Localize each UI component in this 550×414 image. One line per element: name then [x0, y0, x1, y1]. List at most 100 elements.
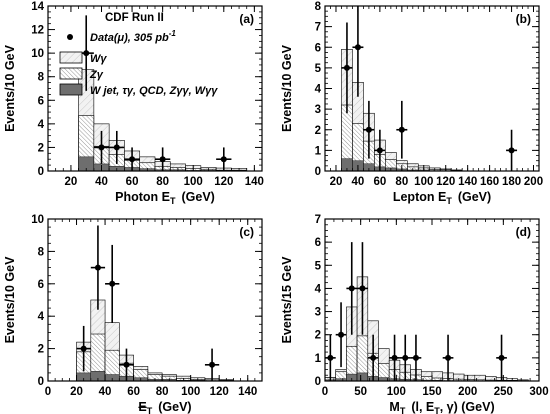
data-point — [359, 285, 366, 292]
y-tick-label: 10 — [31, 48, 44, 60]
x-tick-label: 40 — [352, 176, 365, 188]
y-tick-label: 7 — [315, 22, 321, 34]
y-tick-label: 6 — [38, 279, 44, 291]
panel-tag: (d) — [516, 225, 531, 239]
x-tick-label: 120 — [210, 386, 229, 398]
x-tick-label: 0 — [322, 386, 328, 398]
y-tick-label: 5 — [315, 260, 322, 272]
x-tick-label: 100 — [387, 386, 406, 398]
x-axis-label-main: Photon E — [115, 190, 170, 204]
data-point — [376, 147, 383, 154]
x-axis-label-unit: (l, E — [411, 400, 434, 414]
y-tick-label: 2 — [38, 142, 44, 154]
data-point — [402, 354, 409, 361]
legend-label-zg: Zγ — [89, 69, 104, 81]
y-tick-label: 3 — [315, 307, 321, 319]
y-tick-label: 0 — [38, 166, 44, 178]
data-point — [327, 354, 334, 361]
y-tick-label: 8 — [315, 1, 322, 13]
y-axis-label: Events/10 GeV — [3, 256, 17, 344]
legend-wgamma-swatch — [59, 51, 83, 64]
x-tick-label: 20 — [70, 386, 83, 398]
legend-data-marker — [67, 34, 73, 40]
y-tick-label: 7 — [315, 214, 321, 226]
data-point — [129, 156, 136, 163]
x-axis-label-main: M — [389, 400, 399, 414]
data-point — [109, 280, 116, 287]
data-point — [508, 147, 515, 154]
y-tick-label: 6 — [315, 237, 321, 249]
x-tick-label: 100 — [414, 176, 433, 188]
data-point — [98, 144, 105, 151]
legend: CDF Run II Data(μ), 305 pb-1 Wγ Zγ W jet, τγ… — [59, 12, 218, 97]
data-point — [498, 354, 505, 361]
x-tick-label: 20 — [65, 176, 78, 188]
x-tick-label: 200 — [524, 176, 543, 188]
y-tick-label: 6 — [315, 42, 321, 54]
y-axis-label: Events/10 GeV — [280, 44, 294, 132]
x-tick-label: 160 — [480, 176, 499, 188]
experiment-label: CDF Run II — [105, 12, 164, 24]
data-point — [80, 345, 87, 352]
legend-label-wg: Wγ — [90, 53, 107, 65]
x-tick-label: 100 — [181, 386, 200, 398]
legend-label-bkg: W jet, τγ, QCD, Zγγ, Wγγ — [90, 85, 218, 97]
panel-tag: (b) — [516, 12, 531, 26]
x-axis-label: Photon ET (GeV) — [115, 190, 215, 206]
x-tick-label: 50 — [354, 386, 367, 398]
data-point — [113, 144, 120, 151]
x-axis-label-unit-tail: , γ) (GeV) — [440, 400, 495, 414]
x-tick-label: 200 — [458, 386, 477, 398]
y-tick-label: 12 — [31, 25, 44, 37]
y-tick-label: 8 — [38, 72, 45, 84]
legend-zgamma-swatch — [59, 67, 83, 80]
y-tick-label: 6 — [38, 95, 44, 107]
y-tick-label: 1 — [315, 353, 322, 365]
legend-data-superscript: -1 — [169, 29, 177, 38]
x-tick-label: 250 — [494, 386, 513, 398]
data-point — [370, 354, 377, 361]
panel-tag: (a) — [239, 12, 254, 26]
data-point — [348, 285, 355, 292]
background-bar — [356, 372, 369, 382]
x-tick-label: 80 — [156, 176, 169, 188]
x-tick-label: 40 — [99, 386, 112, 398]
y-tick-label: 0 — [315, 166, 321, 178]
data-point — [209, 361, 216, 368]
data-point — [94, 264, 101, 271]
x-tick-label: 40 — [95, 176, 108, 188]
data-point — [159, 156, 166, 163]
data-point — [220, 156, 227, 163]
x-tick-label: 120 — [214, 176, 233, 188]
x-axis-label: MT (l, ET, γ) (GeV) — [389, 400, 494, 414]
panel-c: 0 20 40 60 80 100 120 140 0 2 4 6 8 10 (c) Events/10 Ge… — [3, 214, 263, 414]
x-tick-label: 0 — [45, 386, 51, 398]
x-axis-label-main: E — [138, 400, 146, 414]
y-tick-label: 5 — [315, 63, 322, 75]
x-tick-label: 140 — [245, 176, 264, 188]
y-tick-label: 0 — [315, 376, 321, 388]
data-point — [398, 126, 405, 133]
legend-data-label: Data(μ), 305 pb-1 — [90, 29, 176, 44]
panel-b: 20 40 60 80 100 120 140 160 180 200 0 1 2 3 4 5 6 7 8 (b) Ev… — [280, 1, 543, 206]
legend-background-swatch — [59, 83, 83, 96]
data-point — [445, 354, 452, 361]
x-tick-label: 60 — [126, 176, 139, 188]
x-tick-label: 180 — [502, 176, 521, 188]
panels-layer: 20 40 60 80 100 120 14002468101214(a)Events/10… — [3, 1, 549, 414]
legend-data-text: Data(μ), 305 pb — [90, 32, 169, 44]
y-tick-label: 0 — [38, 376, 44, 388]
x-tick-label: 60 — [373, 176, 386, 188]
x-axis-label-unit: (GeV) — [182, 190, 215, 204]
x-axis-label-sub: T — [400, 406, 406, 414]
x-axis-label-sub: T — [147, 406, 153, 414]
x-tick-label: 120 — [436, 176, 455, 188]
data-point — [412, 354, 419, 361]
data-point — [354, 44, 361, 51]
y-tick-label: 14 — [31, 1, 44, 13]
y-axis-label: Events/15 GeV — [280, 256, 294, 344]
x-axis-label: ET (GeV) — [138, 400, 191, 414]
x-tick-label: 300 — [529, 386, 548, 398]
data-point — [391, 354, 398, 361]
